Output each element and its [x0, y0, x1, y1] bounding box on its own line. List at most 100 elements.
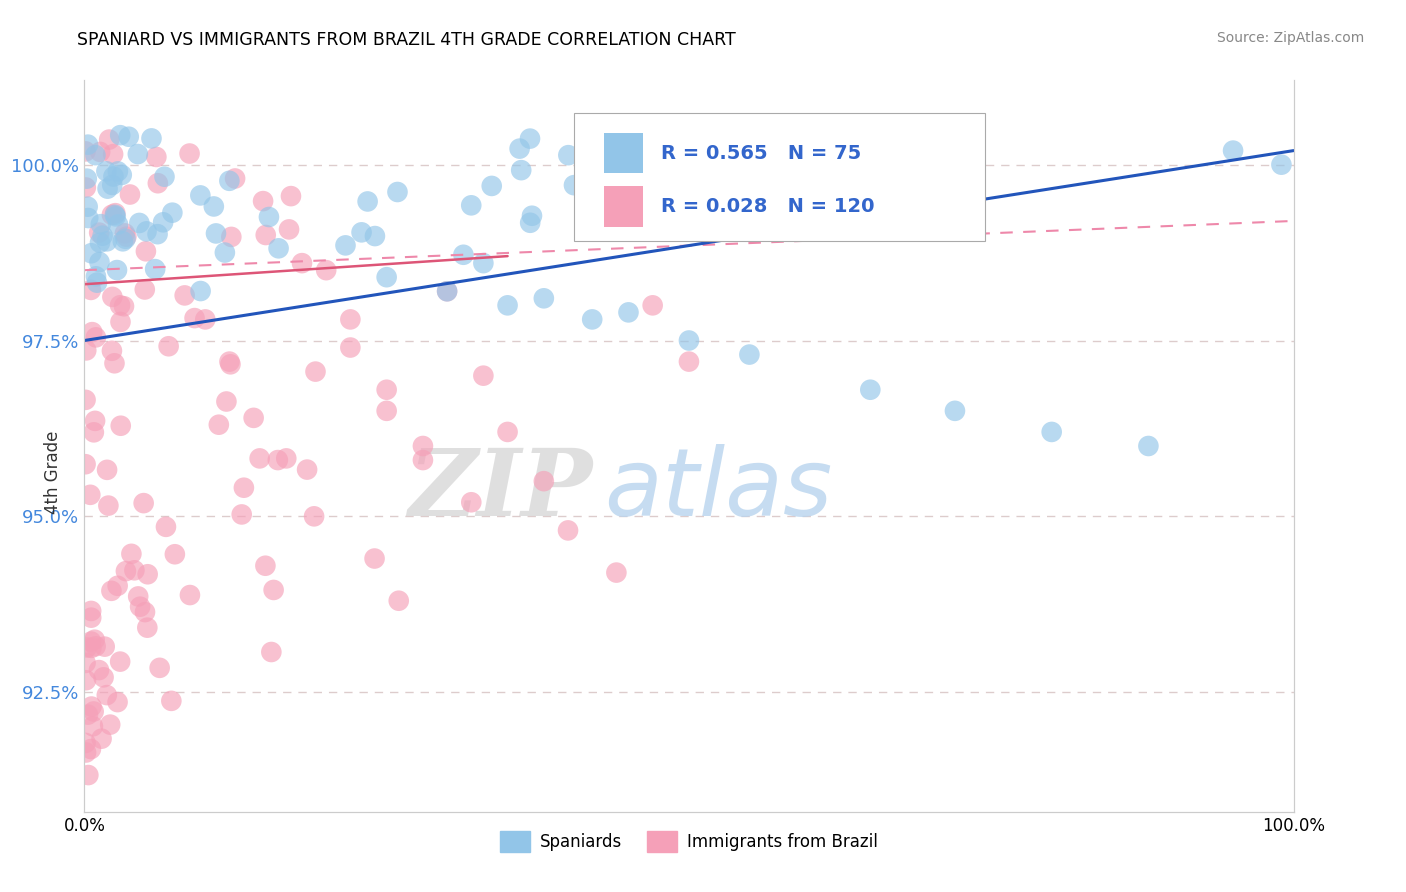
Point: [76, 171, 98, 186]
Point: [91, 228, 114, 243]
Point: [280, 189, 302, 203]
Point: [108, 128, 131, 143]
Point: [339, 312, 361, 326]
Point: [90, 731, 112, 746]
Point: [302, 509, 325, 524]
Point: [412, 439, 434, 453]
Point: [617, 305, 640, 319]
Point: [80, 283, 103, 297]
Point: [472, 256, 495, 270]
Point: [581, 312, 603, 326]
Point: [100, 583, 122, 598]
Point: [588, 175, 610, 189]
Point: [387, 185, 409, 199]
Point: [86, 276, 108, 290]
Point: [436, 285, 458, 299]
Point: [101, 208, 124, 222]
Point: [163, 547, 186, 561]
Point: [153, 169, 176, 184]
Point: [533, 474, 555, 488]
Point: [75, 746, 97, 760]
Point: [110, 418, 132, 433]
Point: [249, 451, 271, 466]
Point: [89, 235, 111, 250]
Point: [183, 311, 205, 326]
Point: [104, 210, 127, 224]
Point: [103, 169, 125, 184]
Point: [135, 224, 157, 238]
Point: [108, 298, 131, 312]
Point: [190, 284, 212, 298]
Point: [89, 145, 111, 159]
Point: [135, 244, 157, 259]
Point: [190, 188, 212, 202]
Point: [152, 215, 174, 229]
Point: [96, 463, 118, 477]
Point: [87, 663, 110, 677]
Point: [75, 180, 97, 194]
Point: [98, 717, 121, 731]
Point: [146, 176, 169, 190]
Point: [678, 354, 700, 368]
Point: [115, 229, 138, 244]
Point: [114, 227, 136, 241]
Point: [304, 365, 326, 379]
Point: [179, 146, 201, 161]
Point: [96, 181, 118, 195]
Point: [128, 216, 150, 230]
Point: [519, 216, 541, 230]
Point: [510, 163, 533, 178]
Point: [82, 325, 104, 339]
Point: [80, 610, 103, 624]
Point: [149, 661, 172, 675]
Point: [356, 194, 378, 209]
Point: [1270, 158, 1292, 172]
Point: [194, 312, 217, 326]
Point: [375, 383, 398, 397]
Point: [107, 218, 129, 232]
Point: [93, 670, 115, 684]
Point: [315, 263, 337, 277]
Point: [107, 695, 129, 709]
Point: [118, 187, 141, 202]
Point: [75, 392, 97, 407]
Point: [132, 496, 155, 510]
Point: [224, 171, 246, 186]
Point: [205, 227, 228, 241]
Point: [77, 707, 100, 722]
Point: [1222, 144, 1244, 158]
Point: [114, 232, 136, 246]
Text: 4th Grade: 4th Grade: [45, 431, 62, 515]
Point: [75, 736, 97, 750]
Point: [127, 147, 149, 161]
Point: [162, 205, 184, 219]
Point: [136, 567, 159, 582]
Point: [412, 453, 434, 467]
Point: [101, 290, 124, 304]
Point: [89, 255, 111, 269]
Point: [232, 481, 254, 495]
Point: [103, 356, 125, 370]
Point: [77, 211, 100, 225]
Point: [84, 414, 107, 428]
Point: [115, 564, 138, 578]
Text: R = 0.028   N = 120: R = 0.028 N = 120: [661, 197, 875, 216]
Point: [76, 640, 98, 655]
Point: [219, 357, 242, 371]
Point: [641, 298, 664, 312]
Point: [77, 768, 100, 782]
Point: [84, 330, 107, 344]
Point: [136, 621, 159, 635]
Text: SPANIARD VS IMMIGRANTS FROM BRAZIL 4TH GRADE CORRELATION CHART: SPANIARD VS IMMIGRANTS FROM BRAZIL 4TH G…: [77, 31, 737, 49]
Point: [472, 368, 495, 383]
Point: [104, 208, 127, 222]
Point: [120, 547, 142, 561]
Text: R = 0.565   N = 75: R = 0.565 N = 75: [661, 144, 862, 162]
Point: [127, 590, 149, 604]
Point: [533, 291, 555, 305]
FancyBboxPatch shape: [605, 186, 643, 227]
Point: [295, 462, 318, 476]
Point: [96, 164, 118, 178]
Point: [221, 230, 243, 244]
Point: [96, 235, 118, 249]
